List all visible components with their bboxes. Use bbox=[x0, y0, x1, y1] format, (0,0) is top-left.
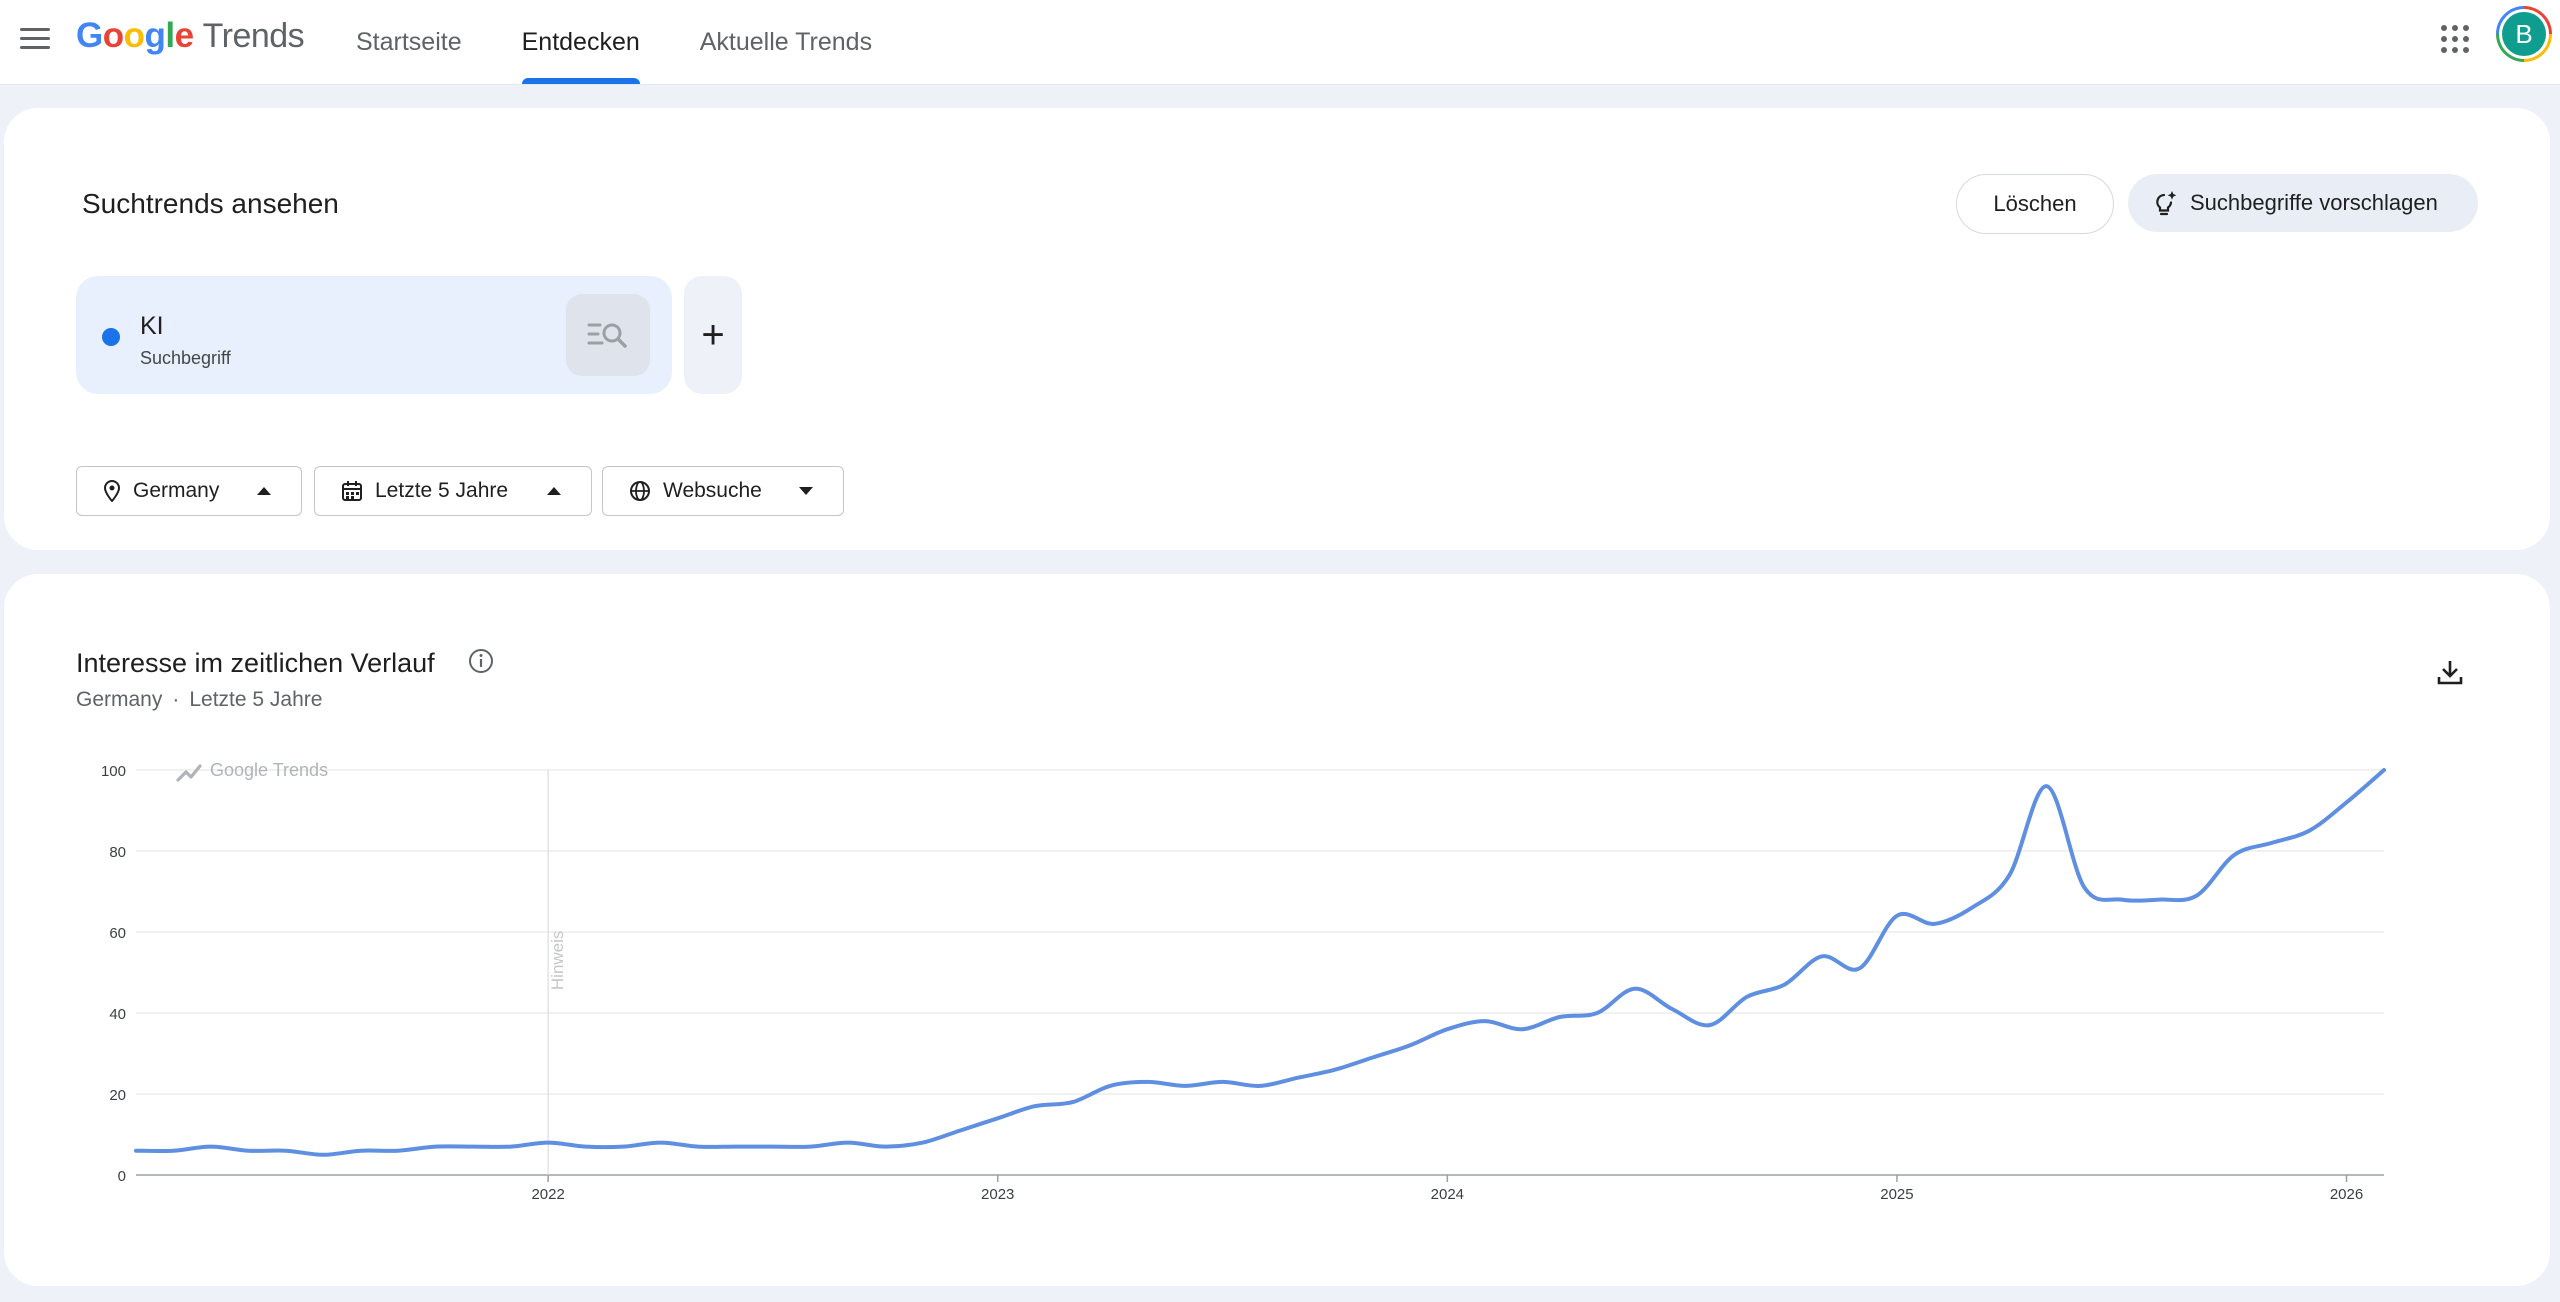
x-tick-label: 2026 bbox=[2330, 1186, 2363, 1203]
tab-entdecken[interactable]: Entdecken bbox=[496, 0, 666, 84]
logo-letter: G bbox=[76, 16, 103, 55]
account-avatar[interactable]: B bbox=[2496, 6, 2552, 62]
subtitle-geo: Germany bbox=[76, 688, 163, 711]
chart-subtitle: Germany · Letzte 5 Jahre bbox=[76, 688, 322, 712]
time-filter-label: Letzte 5 Jahre bbox=[375, 479, 509, 502]
logo-letter: l bbox=[165, 16, 175, 55]
logo-trends-word: Trends bbox=[202, 17, 305, 55]
clear-button[interactable]: Löschen bbox=[1956, 174, 2114, 234]
x-tick-label: 2025 bbox=[1880, 1186, 1913, 1203]
tab-aktuelle-trends[interactable]: Aktuelle Trends bbox=[699, 27, 873, 56]
hamburger-menu-icon[interactable] bbox=[18, 22, 52, 56]
search-term-chip[interactable]: KI Suchbegriff bbox=[76, 276, 672, 394]
x-tick-label: 2024 bbox=[1431, 1186, 1464, 1203]
apps-grid-icon[interactable] bbox=[2432, 18, 2472, 58]
logo-letter: o bbox=[102, 16, 124, 55]
caret-down-icon bbox=[799, 487, 813, 495]
trends-watermark: Google Trends bbox=[210, 760, 328, 780]
geo-filter-dropdown[interactable]: Germany bbox=[76, 466, 302, 516]
property-filter-label: Websuche bbox=[663, 479, 762, 502]
logo-letter: e bbox=[174, 16, 194, 55]
subtitle-separator: · bbox=[172, 688, 180, 711]
location-pin-icon bbox=[103, 480, 121, 502]
geo-filter-label: Germany bbox=[133, 479, 220, 502]
x-tick-label: 2022 bbox=[531, 1186, 564, 1203]
y-tick-label: 80 bbox=[109, 844, 126, 861]
info-icon[interactable] bbox=[468, 648, 494, 674]
logo-letter: o bbox=[123, 16, 145, 55]
interest-over-time-card: Interesse im zeitlichen Verlauf Germany ·… bbox=[4, 574, 2550, 1286]
y-tick-label: 20 bbox=[109, 1087, 126, 1104]
term-name: KI bbox=[140, 312, 164, 340]
avatar-letter: B bbox=[2502, 12, 2546, 56]
property-filter-dropdown[interactable]: Websuche bbox=[602, 466, 844, 516]
term-type: Suchbegriff bbox=[140, 348, 231, 368]
x-tick-label: 2023 bbox=[981, 1186, 1014, 1203]
caret-up-icon bbox=[547, 487, 561, 495]
y-tick-label: 60 bbox=[109, 925, 126, 942]
term-search-icon[interactable] bbox=[566, 294, 650, 376]
add-term-button[interactable]: + bbox=[684, 276, 742, 394]
series-line-ki bbox=[134, 768, 2386, 1157]
suggest-terms-button[interactable]: Suchbegriffe vorschlagen bbox=[2128, 174, 2478, 232]
y-tick-label: 100 bbox=[101, 763, 126, 780]
list-search-icon bbox=[587, 323, 627, 348]
calendar-icon bbox=[341, 480, 363, 502]
explore-card: Suchtrends ansehen Löschen Suchbegriffe … bbox=[4, 108, 2550, 550]
section-title: Suchtrends ansehen bbox=[82, 188, 339, 219]
globe-icon bbox=[629, 480, 651, 502]
main-nav: Startseite Entdecken Aktuelle Trends bbox=[330, 0, 906, 84]
y-tick-label: 40 bbox=[109, 1006, 126, 1023]
interest-line-chart: 0 20 40 60 80 100 2022 2023 2024 2025 2026 Hinweis G… bbox=[101, 760, 2386, 1203]
avatar-ring: B bbox=[2499, 9, 2549, 59]
suggest-terms-label: Suchbegriffe vorschlagen bbox=[2190, 190, 2438, 215]
time-filter-dropdown[interactable]: Letzte 5 Jahre bbox=[314, 466, 592, 516]
logo-letter: g bbox=[144, 16, 166, 55]
google-trends-logo[interactable]: Google Trends bbox=[76, 16, 305, 56]
subtitle-time: Letzte 5 Jahre bbox=[189, 688, 323, 711]
tab-startseite[interactable]: Startseite bbox=[356, 27, 462, 56]
sparkle-bulb-icon bbox=[2156, 191, 2177, 216]
chart-title: Interesse im zeitlichen Verlauf bbox=[76, 648, 435, 678]
logo-google-word: Google bbox=[76, 16, 194, 56]
download-icon[interactable] bbox=[2430, 652, 2470, 692]
term-color-dot bbox=[102, 328, 120, 346]
top-app-bar: Google Trends Startseite Entdecken Aktue… bbox=[0, 0, 2560, 85]
y-tick-label: 0 bbox=[118, 1168, 126, 1185]
note-label: Hinweis bbox=[548, 931, 567, 991]
trends-watermark-icon bbox=[176, 764, 202, 782]
caret-up-icon bbox=[257, 487, 271, 495]
